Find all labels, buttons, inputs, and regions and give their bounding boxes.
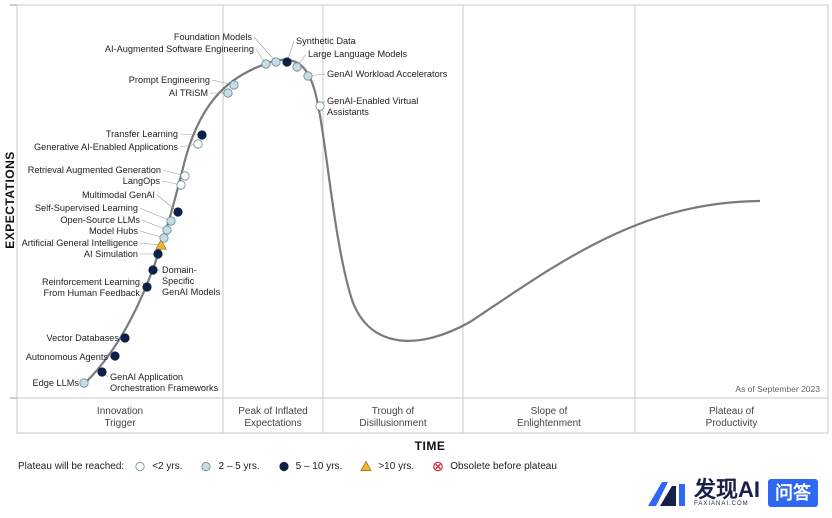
tech-marker[interactable]: [155, 239, 167, 250]
legend-item-gt10: >10 yrs.: [360, 460, 414, 472]
phase-label-2: Expectations: [244, 418, 301, 429]
tech-marker[interactable]: [223, 88, 233, 98]
as-of-note: As of September 2023: [735, 384, 820, 394]
legend-symbol: [433, 461, 443, 472]
tech-label: GenAI Workload Accelerators: [327, 69, 448, 79]
tech-label: Open-Source LLMs: [60, 215, 140, 225]
tech-label: Autonomous Agents: [26, 352, 109, 362]
tech-label: Generative AI-Enabled Applications: [34, 142, 178, 152]
legend-label: 5 – 10 yrs.: [295, 460, 343, 472]
tech-marker[interactable]: [159, 233, 169, 243]
y-axis-title: EXPECTATIONS: [3, 151, 17, 249]
leader-line: [139, 207, 172, 222]
tech-marker[interactable]: [315, 101, 325, 111]
tech-marker[interactable]: [142, 282, 152, 292]
legend-label: Obsolete before plateau: [450, 460, 557, 472]
tech-label: Reinforcement Learning From Human Feedbac…: [42, 277, 140, 298]
x-axis-title: TIME: [415, 439, 446, 453]
ask-button[interactable]: 问答: [768, 479, 818, 507]
phase-label-4: Slope of: [531, 406, 568, 417]
tech-marker[interactable]: [97, 367, 107, 377]
tech-label: Multimodal GenAI: [82, 190, 155, 200]
tech-label: Domain-Specific GenAI Models: [162, 265, 221, 297]
legend-label: 2 – 5 yrs.: [218, 460, 260, 472]
tech-label: Large Language Models: [308, 49, 408, 59]
phase-label-3: Disillusionment: [359, 418, 426, 429]
legend: Plateau will be reached: <2 yrs. 2 – 5 yr…: [18, 460, 575, 472]
brand-logo-icon: [646, 478, 690, 508]
tech-marker[interactable]: [180, 171, 190, 181]
tech-label: Model Hubs: [89, 226, 138, 236]
legend-symbol: [201, 461, 212, 472]
phase-label-5: Plateau of: [709, 406, 754, 417]
tech-label: Synthetic Data: [296, 36, 357, 46]
legend-symbol: [135, 461, 145, 472]
tech-label: GenAI Application Orchestration Framework…: [110, 372, 219, 393]
phase-label-3: Trough of: [372, 406, 415, 417]
phase-label-4: Enlightenment: [517, 418, 581, 429]
leader-line: [253, 36, 277, 63]
tech-marker[interactable]: [148, 265, 158, 275]
brand-name: 发现AI: [693, 477, 760, 502]
phase-label-2: Peak of Inflated: [238, 406, 308, 417]
tech-marker[interactable]: [271, 57, 281, 67]
tech-marker[interactable]: [261, 59, 271, 69]
tech-marker[interactable]: [120, 333, 130, 343]
tech-marker[interactable]: [292, 62, 302, 72]
phase-label-5: Productivity: [706, 418, 758, 429]
tech-label: Transfer Learning: [106, 129, 178, 139]
tech-label: AI TRiSM: [169, 88, 208, 98]
brand-logo: 发现AI FAXIANAI.COM 问答: [646, 478, 818, 508]
legend-symbol: [279, 461, 289, 472]
tech-label: AI-Augmented Software Engineering: [105, 44, 254, 54]
tech-marker[interactable]: [229, 80, 239, 90]
tech-label: Self-Supervised Learning: [35, 203, 138, 213]
legend-item-lt2: <2 yrs.: [134, 460, 182, 472]
tech-label: Artificial General Intelligence: [22, 238, 138, 248]
legend-label: >10 yrs.: [378, 460, 415, 472]
tech-marker[interactable]: [79, 378, 89, 388]
legend-item-5to10: 5 – 10 yrs.: [278, 460, 343, 472]
legend-symbol: [360, 460, 373, 471]
brand-url: FAXIANAI.COM: [693, 501, 749, 507]
tech-label: AI Simulation: [84, 249, 138, 259]
phase-label-1: Trigger: [104, 418, 136, 429]
legend-title: Plateau will be reached:: [18, 460, 125, 472]
tech-marker[interactable]: [153, 249, 163, 259]
tech-marker[interactable]: [282, 57, 292, 67]
tech-marker[interactable]: [162, 225, 172, 235]
tech-marker[interactable]: [166, 216, 176, 226]
tech-label: Vector Databases: [46, 333, 119, 343]
tech-marker[interactable]: [197, 130, 207, 140]
tech-label: Edge LLMs: [33, 378, 80, 388]
hype-curve: [83, 58, 761, 385]
tech-label: Retrieval Augmented Generation: [28, 165, 161, 175]
tech-label: Foundation Models: [174, 32, 253, 42]
tech-label: GenAI-Enabled Virtual Assistants: [327, 96, 418, 117]
leader-line: [139, 242, 162, 246]
tech-label: Prompt Engineering: [129, 75, 210, 85]
tech-marker[interactable]: [173, 207, 183, 217]
phase-label-1: Innovation: [97, 406, 143, 417]
tech-marker[interactable]: [176, 180, 186, 190]
legend-item-obsolete: Obsolete before plateau: [432, 460, 557, 472]
tech-marker[interactable]: [193, 139, 203, 149]
legend-item-2to5: 2 – 5 yrs.: [200, 460, 260, 472]
tech-marker[interactable]: [303, 71, 313, 81]
legend-label: <2 yrs.: [152, 460, 183, 472]
tech-label: LangOps: [123, 176, 161, 186]
tech-marker[interactable]: [110, 351, 120, 361]
